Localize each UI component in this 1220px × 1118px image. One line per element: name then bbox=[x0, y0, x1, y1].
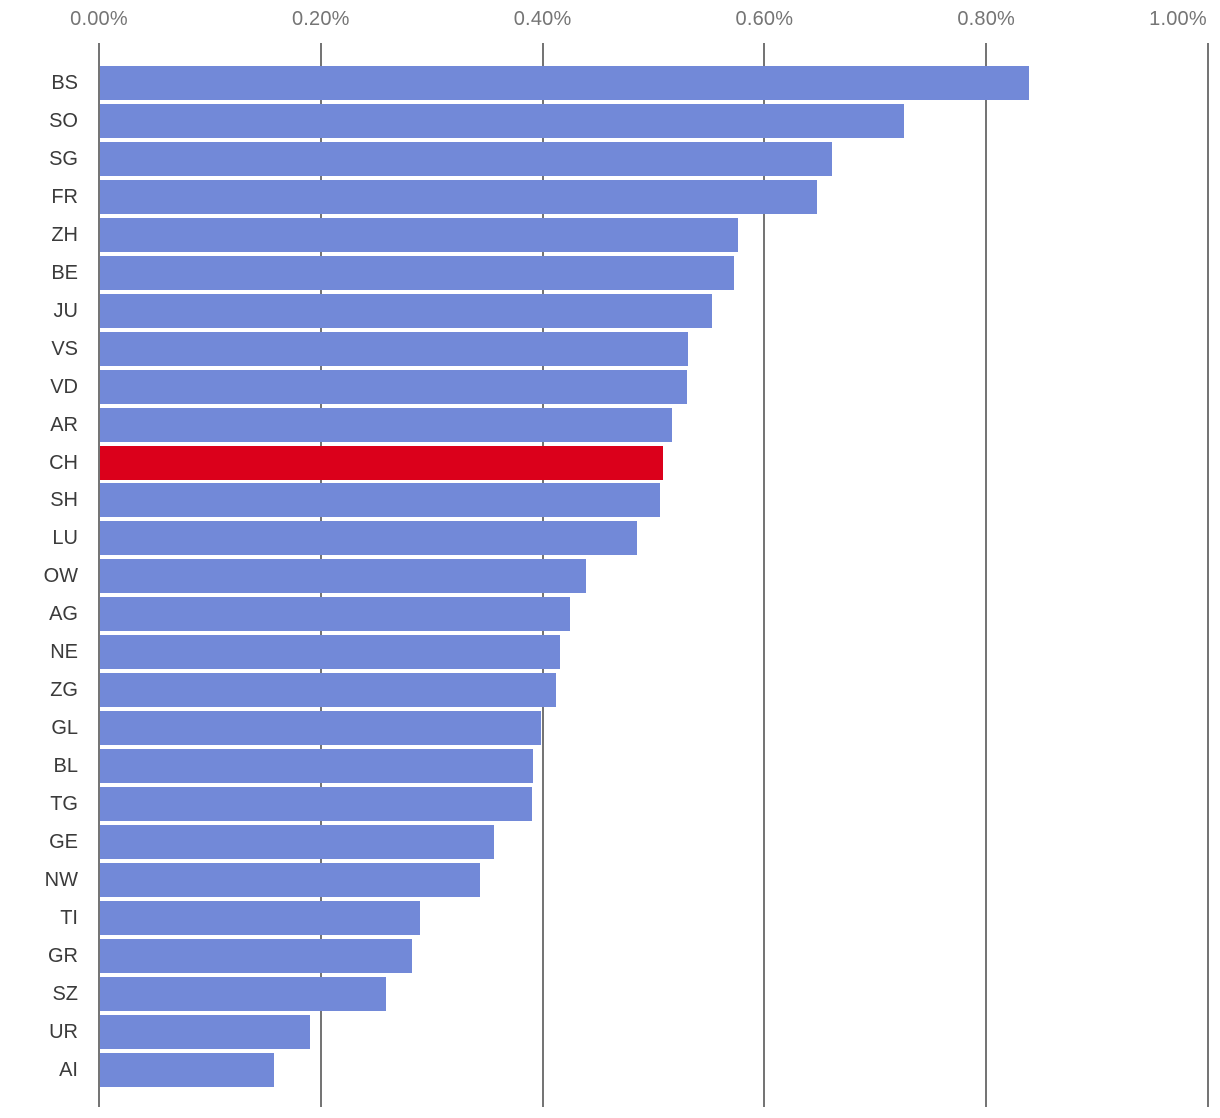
category-label-bs: BS bbox=[51, 72, 78, 94]
bar-ag bbox=[100, 597, 570, 631]
bar-nw bbox=[100, 863, 480, 897]
x-tick-label: 1.00% bbox=[1149, 8, 1207, 30]
category-label-ag: AG bbox=[49, 603, 78, 625]
x-tick-label: 0.00% bbox=[70, 8, 128, 30]
category-label-vs: VS bbox=[51, 338, 78, 360]
x-tick-label: 0.20% bbox=[291, 8, 350, 30]
x-tick-mark bbox=[985, 43, 988, 57]
category-label-ch: CH bbox=[49, 452, 78, 474]
bar-ai bbox=[100, 1053, 274, 1087]
category-label-so: SO bbox=[49, 110, 78, 132]
bar-gr bbox=[100, 939, 412, 973]
x-tick-mark bbox=[541, 43, 544, 57]
category-label-zh: ZH bbox=[51, 224, 78, 246]
bar-ow bbox=[100, 559, 586, 593]
bar-ge bbox=[100, 825, 494, 859]
category-label-lu: LU bbox=[52, 527, 78, 549]
category-label-ow: OW bbox=[43, 565, 78, 587]
category-label-ge: GE bbox=[49, 831, 78, 853]
category-label-gl: GL bbox=[51, 717, 78, 739]
bar-tg bbox=[100, 787, 532, 821]
x-tick-mark bbox=[763, 43, 766, 57]
category-label-ai: AI bbox=[59, 1059, 78, 1081]
category-label-fr: FR bbox=[51, 186, 78, 208]
category-label-tg: TG bbox=[50, 793, 78, 815]
bar-sg bbox=[100, 142, 832, 176]
gridline bbox=[98, 57, 100, 1107]
category-label-nw: NW bbox=[44, 869, 78, 891]
gridline bbox=[1207, 57, 1209, 1107]
bar-gl bbox=[100, 711, 541, 745]
bar-so bbox=[100, 104, 904, 138]
bar-ne bbox=[100, 635, 560, 669]
x-tick-mark bbox=[98, 43, 100, 57]
category-label-sz: SZ bbox=[52, 983, 78, 1005]
x-tick-label: 0.60% bbox=[735, 8, 794, 30]
bar-bl bbox=[100, 749, 533, 783]
bar-ti bbox=[100, 901, 420, 935]
bar-fr bbox=[100, 180, 817, 214]
category-label-zg: ZG bbox=[50, 679, 78, 701]
x-tick-mark bbox=[319, 43, 322, 57]
bar-sh bbox=[100, 483, 660, 517]
bar-lu bbox=[100, 521, 637, 555]
x-tick-label: 0.80% bbox=[957, 8, 1016, 30]
bar-vs bbox=[100, 332, 688, 366]
gridline bbox=[985, 57, 988, 1107]
category-label-ju: JU bbox=[53, 300, 78, 322]
category-label-bl: BL bbox=[53, 755, 78, 777]
bar-be bbox=[100, 256, 734, 290]
bar-bs bbox=[100, 66, 1029, 100]
category-label-be: BE bbox=[51, 262, 78, 284]
category-label-ne: NE bbox=[50, 641, 78, 663]
category-label-vd: VD bbox=[50, 376, 78, 398]
bar-ar bbox=[100, 408, 672, 442]
gridline bbox=[763, 57, 766, 1107]
x-tick-mark bbox=[1207, 43, 1209, 57]
bar-ur bbox=[100, 1015, 310, 1049]
category-label-ur: UR bbox=[49, 1021, 78, 1043]
bar-sz bbox=[100, 977, 386, 1011]
category-label-gr: GR bbox=[48, 945, 78, 967]
category-label-ar: AR bbox=[50, 414, 78, 436]
bar-zh bbox=[100, 218, 738, 252]
category-label-sh: SH bbox=[50, 489, 78, 511]
x-tick-label: 0.40% bbox=[513, 8, 572, 30]
category-label-ti: TI bbox=[60, 907, 78, 929]
bar-ch bbox=[100, 446, 663, 480]
bar-ju bbox=[100, 294, 712, 328]
bar-zg bbox=[100, 673, 556, 707]
bar-vd bbox=[100, 370, 687, 404]
category-label-sg: SG bbox=[49, 148, 78, 170]
